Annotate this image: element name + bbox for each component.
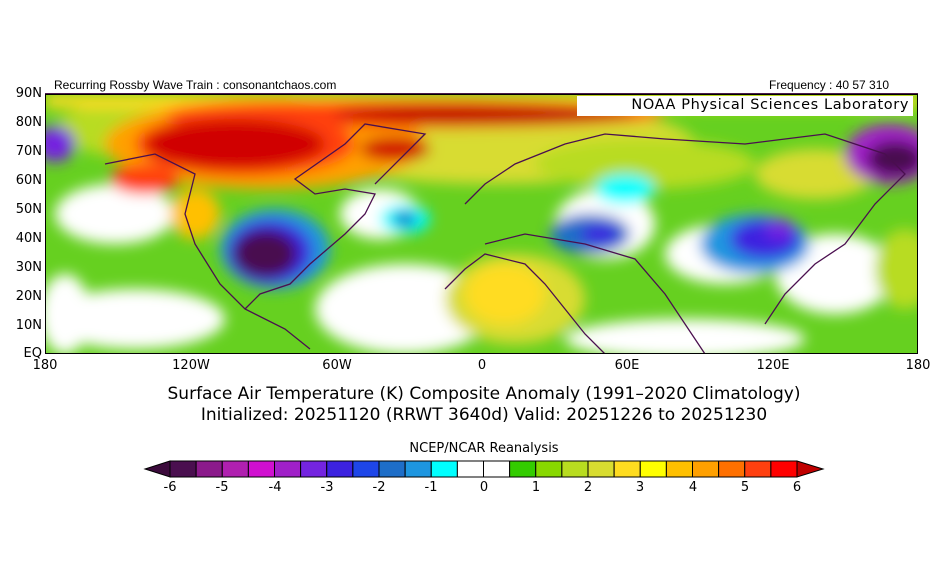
colorbar-swatch bbox=[430, 460, 458, 478]
colorbar-swatch bbox=[352, 460, 380, 478]
colorbar-label: 6 bbox=[792, 480, 802, 495]
colorbar-swatch bbox=[718, 460, 746, 478]
map-title: Surface Air Temperature (K) Composite An… bbox=[167, 384, 801, 404]
colorbar-over-triangle bbox=[796, 460, 825, 478]
colorbar-swatch bbox=[456, 460, 484, 478]
lat-label: 50N bbox=[15, 202, 42, 217]
colorbar-swatch bbox=[561, 460, 589, 478]
coastlines bbox=[104, 123, 906, 354]
colorbar-swatch bbox=[587, 460, 615, 478]
colorbar-swatch bbox=[639, 460, 667, 478]
lon-label: 180 bbox=[905, 358, 930, 373]
colorbar-label: 3 bbox=[635, 480, 645, 495]
colorbar-swatch bbox=[378, 460, 406, 478]
lon-label: 180 bbox=[32, 358, 58, 373]
lon-label: 120E bbox=[756, 358, 790, 373]
colorbar-label: -2 bbox=[372, 480, 386, 495]
anomaly-map bbox=[45, 94, 918, 354]
colorbar-label: -1 bbox=[424, 480, 438, 495]
lat-label: EQ bbox=[23, 346, 42, 361]
lat-label: 30N bbox=[15, 260, 42, 275]
colorbar-label: 4 bbox=[688, 480, 698, 495]
lon-label: 60W bbox=[322, 358, 352, 373]
colorbar-swatch bbox=[300, 460, 328, 478]
colorbar-label: 0 bbox=[479, 480, 489, 495]
colorbar-swatch bbox=[221, 460, 249, 478]
colorbar-swatch bbox=[247, 460, 275, 478]
colorbar-label: 1 bbox=[531, 480, 541, 495]
anomaly-field bbox=[45, 94, 918, 354]
colorbar bbox=[143, 460, 825, 478]
colorbar-swatch bbox=[744, 460, 772, 478]
lat-label: 40N bbox=[15, 231, 42, 246]
map-subtitle: Initialized: 20251120 (RRWT 3640d) Valid… bbox=[200, 405, 768, 425]
colorbar-swatch bbox=[483, 460, 511, 478]
lat-label: 10N bbox=[15, 318, 42, 333]
colorbar-swatch bbox=[404, 460, 432, 478]
lat-label: 60N bbox=[15, 173, 42, 188]
colorbar-swatch bbox=[613, 460, 641, 478]
colorbar-swatch bbox=[770, 460, 798, 478]
colorbar-label: -3 bbox=[320, 480, 334, 495]
lat-label: 20N bbox=[15, 289, 42, 304]
colorbar-swatch bbox=[326, 460, 354, 478]
header-source: Recurring Rossby Wave Train : consonantc… bbox=[54, 78, 337, 92]
colorbar-label: 2 bbox=[583, 480, 593, 495]
header-frequency: Frequency : 40 57 310 bbox=[769, 78, 890, 92]
colorbar-swatch bbox=[535, 460, 563, 478]
colorbar-label: -5 bbox=[215, 480, 229, 495]
lat-label: 90N bbox=[15, 86, 42, 101]
noaa-watermark: NOAA Physical Sciences Laboratory bbox=[577, 96, 913, 116]
colorbar-label: -6 bbox=[163, 480, 177, 495]
colorbar-swatch bbox=[195, 460, 223, 478]
colorbar-swatch bbox=[665, 460, 693, 478]
lon-label: 0 bbox=[477, 358, 487, 373]
colorbar-label: 5 bbox=[740, 480, 750, 495]
colorbar-swatch bbox=[169, 460, 197, 478]
map-frame bbox=[45, 94, 918, 354]
colorbar-swatch bbox=[692, 460, 720, 478]
colorbar-title: NCEP/NCAR Reanalysis bbox=[409, 441, 559, 456]
colorbar-swatch bbox=[274, 460, 302, 478]
lon-label: 60E bbox=[614, 358, 640, 373]
colorbar-swatch bbox=[509, 460, 537, 478]
lat-label: 80N bbox=[15, 115, 42, 130]
lon-label: 120W bbox=[172, 358, 210, 373]
colorbar-under-triangle bbox=[143, 460, 171, 478]
colorbar-label: -4 bbox=[268, 480, 282, 495]
lat-label: 70N bbox=[15, 144, 42, 159]
